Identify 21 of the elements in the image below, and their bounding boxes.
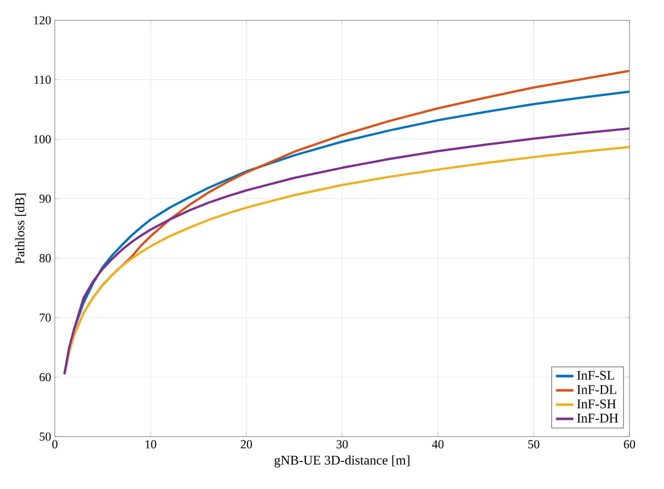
- x-tick-label: 40: [432, 440, 444, 448]
- legend-label: InF-SH: [577, 399, 616, 408]
- y-tick-label: 80: [40, 254, 51, 262]
- x-tick-label: 50: [528, 440, 540, 448]
- y-tick-label: 110: [34, 75, 51, 84]
- x-tick-label: 60: [624, 440, 636, 448]
- legend-label: InF-SL: [577, 370, 614, 380]
- y-axis-title: Pathloss [dB]: [15, 194, 26, 264]
- x-tick-label: 30: [336, 440, 348, 448]
- x-tick-label: 20: [240, 440, 252, 448]
- y-tick-label: 100: [34, 134, 51, 144]
- x-tick-label: 10: [146, 440, 156, 448]
- y-tick-label: 50: [40, 432, 51, 440]
- x-tick-label: 0: [52, 440, 58, 448]
- y-tick-label: 60: [40, 372, 51, 382]
- y-tick-label: 70: [40, 313, 51, 322]
- legend-label: InF-DL: [577, 385, 616, 394]
- legend-label: InF-DH: [577, 414, 618, 422]
- x-axis-title: gNB-UE 3D-distance [m]: [274, 455, 410, 468]
- y-tick-label: 90: [39, 194, 51, 203]
- y-tick-label: 120: [34, 16, 51, 24]
